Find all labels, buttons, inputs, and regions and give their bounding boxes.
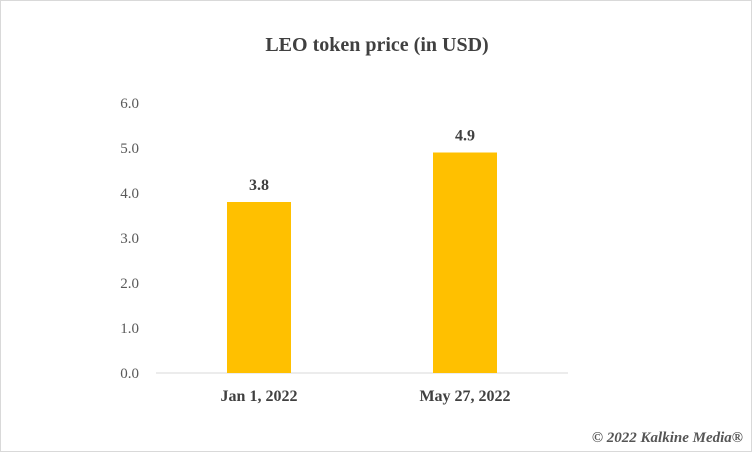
y-tick-label: 3.0 [120, 231, 139, 247]
x-category-label: Jan 1, 2022 [221, 388, 298, 405]
data-label: 3.8 [249, 177, 269, 194]
x-axis: Jan 1, 2022 May 27, 2022 [221, 388, 511, 405]
y-axis: 0.0 1.0 2.0 3.0 4.0 5.0 6.0 [120, 96, 139, 382]
y-tick-label: 2.0 [120, 276, 139, 292]
y-tick-label: 0.0 [120, 366, 139, 382]
data-label: 4.9 [455, 128, 475, 145]
bar [227, 202, 291, 373]
y-tick-label: 6.0 [120, 96, 139, 112]
x-category-label: May 27, 2022 [419, 388, 510, 405]
y-tick-label: 4.0 [120, 186, 139, 202]
bars [227, 152, 497, 373]
y-tick-label: 1.0 [120, 321, 139, 337]
bar [433, 152, 497, 373]
chart-title: LEO token price (in USD) [265, 34, 489, 56]
data-labels: 3.8 4.9 [249, 128, 475, 195]
y-tick-label: 5.0 [120, 141, 139, 157]
copyright-notice: © 2022 Kalkine Media® [591, 430, 743, 446]
